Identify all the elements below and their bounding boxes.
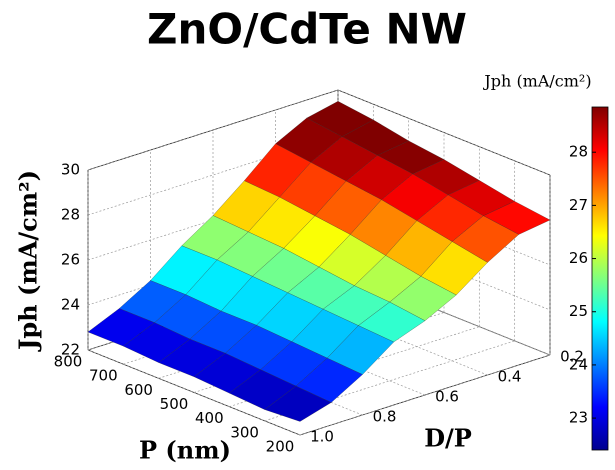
box-edge [87,89,339,171]
colorbar [591,106,609,451]
z-tick-label: 28 [61,206,80,224]
x-tick-label: 700 [89,367,118,385]
x-tick-label: 300 [230,423,259,441]
z-tick-label: 26 [61,251,80,269]
colorbar-tick-label: 23 [569,409,588,427]
y-tick-label: 0.4 [498,368,522,386]
x-tick-label: 800 [54,353,83,371]
z-tick-label: 24 [61,296,80,314]
y-axis-label: D/P [424,424,472,453]
colorbar-tick-label: 28 [569,143,588,161]
x-axis-label: P (nm) [139,436,231,465]
surface [87,101,551,422]
y-tick-label: 0.8 [373,408,397,426]
colorbar-tick-label: 25 [569,302,588,320]
z-tick-label: 22 [61,341,80,359]
colorbar-tick-label: 24 [569,355,588,373]
surface-patch [264,385,332,422]
x-tick-label: 200 [266,438,295,456]
x-tick-label: 500 [160,395,189,413]
x-tick-label: 600 [124,381,153,399]
colorbar-tick-label: 26 [569,249,588,267]
labels: ZnO/CdTe NW Jph (mA/cm²) Jph (mA/cm²) P … [14,5,609,465]
y-tick-label: 1.0 [310,428,334,446]
colorbar-tick-label: 27 [569,196,588,214]
colorbar-label: Jph (mA/cm²) [482,72,591,91]
z-tick-label: 30 [61,161,80,179]
chart-title: ZnO/CdTe NW [147,5,467,54]
z-axis-label: Jph (mA/cm²) [14,170,43,352]
y-tick-label: 0.6 [435,388,459,406]
x-tick-label: 400 [195,409,224,427]
y-tick-label: 0.2 [560,348,584,366]
